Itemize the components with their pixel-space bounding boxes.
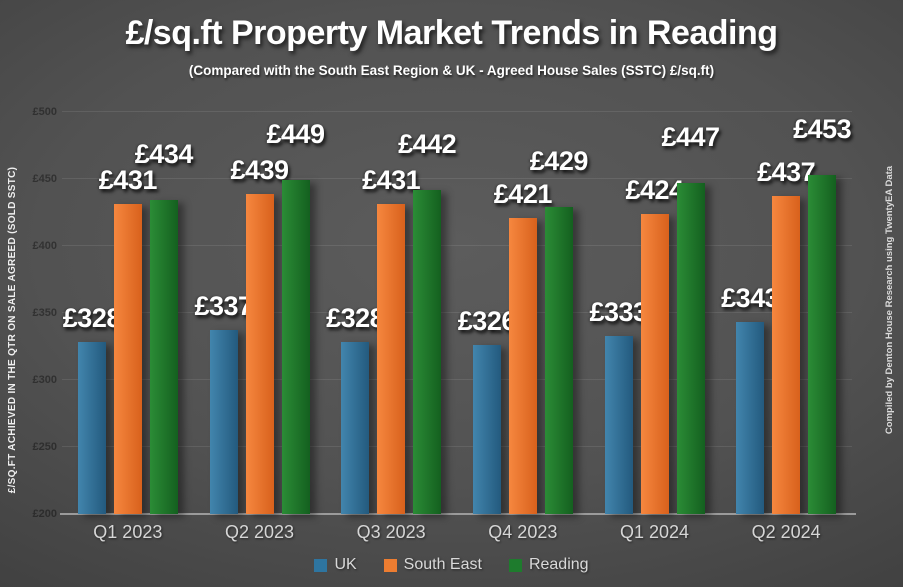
- bar-uk-q1-2024: [604, 335, 633, 514]
- bar-uk-q2-2023: [209, 330, 238, 514]
- legend: UK South East Reading: [0, 556, 903, 574]
- y-tick-label-400: £400: [32, 240, 57, 252]
- bar-south-east-q3-2023: [377, 204, 406, 514]
- credit-text: Compiled by Denton House Research using …: [884, 165, 895, 435]
- bar-uk-q2-2024: [736, 322, 765, 514]
- gridline-300: [62, 379, 852, 380]
- legend-label-south-east: South East: [403, 556, 482, 573]
- gridline-400: [62, 245, 852, 246]
- legend-swatch-uk: [314, 558, 328, 572]
- bar-south-east-q4-2023: [508, 217, 537, 514]
- y-tick-label-200: £200: [32, 508, 57, 520]
- value-label-south-east-q1-2024: £424: [625, 174, 684, 205]
- legend-label-reading: Reading: [528, 556, 589, 573]
- bar-reading-q3-2023: [413, 189, 442, 514]
- y-tick-label-500: £500: [32, 106, 57, 118]
- value-label-uk-q1-2023: £328: [62, 303, 122, 334]
- x-axis-label-q1-2023: Q1 2023: [93, 522, 163, 542]
- bar-south-east-q2-2023: [245, 193, 274, 514]
- legend-item-reading: Reading: [508, 556, 589, 574]
- gridline-500: [62, 111, 852, 112]
- x-axis-label-q3-2023: Q3 2023: [356, 522, 426, 542]
- value-label-reading-q2-2023: £449: [266, 119, 325, 150]
- legend-item-south-east: South East: [383, 556, 482, 574]
- bar-reading-q2-2024: [808, 174, 837, 514]
- x-axis-label-q1-2024: Q1 2024: [619, 522, 690, 542]
- legend-label-uk: UK: [334, 556, 357, 573]
- y-tick-label-250: £250: [32, 441, 57, 453]
- value-label-south-east-q3-2023: £431: [362, 165, 421, 196]
- value-label-reading-q3-2023: £442: [398, 128, 457, 159]
- bar-reading-q1-2024: [676, 183, 705, 514]
- bar-reading-q1-2023: [149, 200, 178, 514]
- x-axis-label-q4-2023: Q4 2023: [488, 522, 558, 542]
- y-tick-label-300: £300: [32, 374, 57, 386]
- bar-south-east-q1-2023: [113, 204, 142, 514]
- value-label-reading-q1-2023: £434: [134, 139, 194, 170]
- value-label-uk-q1-2024: £333: [589, 296, 648, 327]
- x-axis-line: [60, 513, 856, 515]
- plot-area: £200 £250 £300 £350 £400 £450 £500 Q1 2023 £328 £…: [33, 106, 856, 542]
- x-axis-label-q2-2023: Q2 2023: [224, 522, 295, 542]
- bar-reading-q2-2023: [281, 180, 310, 514]
- value-label-uk-q2-2023: £337: [194, 291, 253, 322]
- value-label-reading-q1-2024: £447: [661, 122, 720, 153]
- legend-swatch-south-east: [383, 558, 397, 572]
- gridline-450: [62, 178, 852, 179]
- legend-swatch-reading: [508, 558, 522, 572]
- gridline-350: [62, 312, 852, 313]
- value-label-uk-q2-2024: £343: [721, 283, 780, 314]
- value-label-reading-q4-2023: £429: [529, 146, 589, 177]
- y-tick-label-450: £450: [32, 173, 57, 185]
- value-label-reading-q2-2024: £453: [793, 113, 852, 144]
- bar-uk-q3-2023: [341, 342, 370, 514]
- bar-uk-q4-2023: [472, 345, 501, 514]
- value-label-uk-q4-2023: £326: [457, 306, 517, 337]
- chart-subtitle: (Compared with the South East Region & U…: [188, 63, 715, 78]
- y-axis-title: £/SQ.FT ACHIEVED IN THE QTR ON SALE AGRE…: [7, 166, 18, 494]
- gridline-250: [62, 446, 852, 447]
- x-axis-label-q2-2024: Q2 2024: [751, 522, 821, 542]
- bar-south-east-q1-2024: [640, 213, 669, 514]
- value-label-south-east-q4-2023: £421: [493, 178, 553, 209]
- bar-reading-q4-2023: [544, 207, 573, 514]
- value-label-south-east-q2-2023: £439: [230, 154, 289, 185]
- legend-item-uk: UK: [314, 556, 357, 574]
- value-label-south-east-q1-2023: £431: [98, 165, 158, 196]
- y-tick-label-350: £350: [32, 307, 57, 319]
- value-label-south-east-q2-2024: £437: [757, 157, 816, 188]
- value-label-uk-q3-2023: £328: [326, 303, 385, 334]
- bar-uk-q1-2023: [77, 342, 106, 514]
- chart-title: £/sq.ft Property Market Trends in Readin…: [125, 14, 778, 52]
- bar-south-east-q2-2024: [772, 196, 801, 514]
